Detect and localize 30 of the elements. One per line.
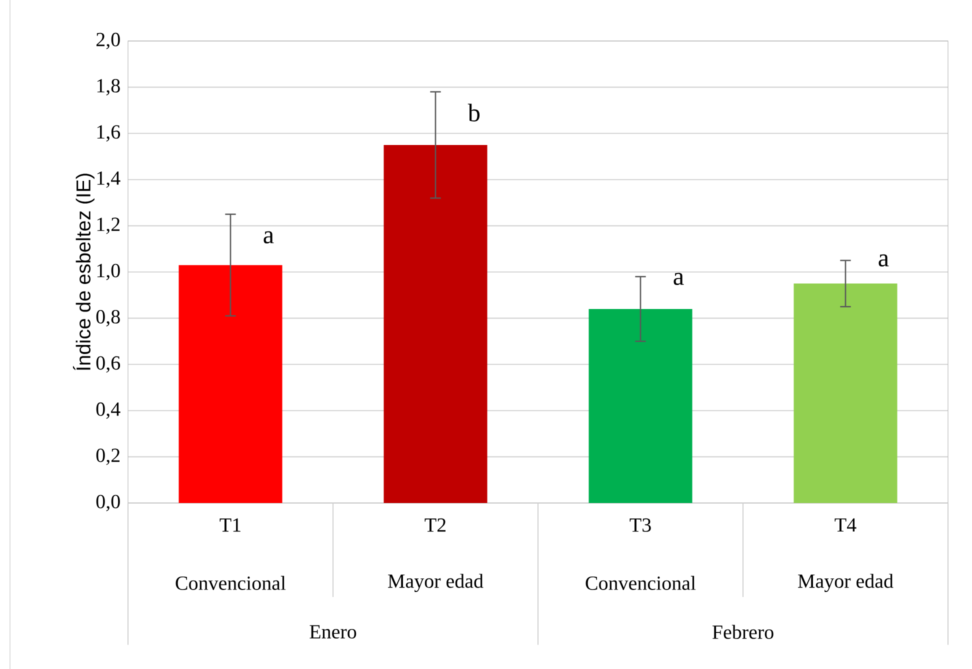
bar	[178, 265, 282, 503]
y-tick-label: 1,4	[97, 171, 120, 188]
bar	[384, 144, 488, 503]
y-tick-label: 2,0	[96, 32, 120, 50]
y-tick-label: 0,8	[96, 310, 120, 326]
text: Mayor edad	[798, 574, 894, 592]
bar	[588, 308, 692, 503]
y-tick-label: 1,8	[97, 79, 120, 96]
bar	[794, 284, 898, 503]
y-tick-label: 1,0	[97, 264, 120, 280]
annotation: a	[878, 254, 889, 267]
text: Convencional	[586, 576, 696, 590]
y-tick-label: 0,2	[96, 448, 120, 465]
y-tick-label: 1,2	[97, 218, 120, 234]
text: Febrero	[712, 624, 774, 639]
x-tick-label: T3	[630, 518, 651, 532]
y-tick-label: 0,6	[96, 356, 120, 373]
x-tick-label: T4	[834, 518, 856, 532]
x-tick-label: T2	[424, 518, 446, 532]
text: Convencional	[176, 576, 286, 590]
text: Enero	[310, 625, 356, 639]
y-tick-label: 0,0	[96, 494, 120, 512]
y-tick-label: 0,4	[96, 402, 120, 419]
x-tick-label: T1	[220, 518, 240, 532]
annotation: b	[468, 104, 480, 122]
text: Mayor edad	[388, 574, 484, 592]
y-axis-title: Índice de esbeltez (IE)	[72, 174, 94, 370]
annotation: a	[264, 231, 274, 244]
y-tick-label: 1,6	[97, 125, 120, 142]
annotation: a	[674, 272, 684, 285]
